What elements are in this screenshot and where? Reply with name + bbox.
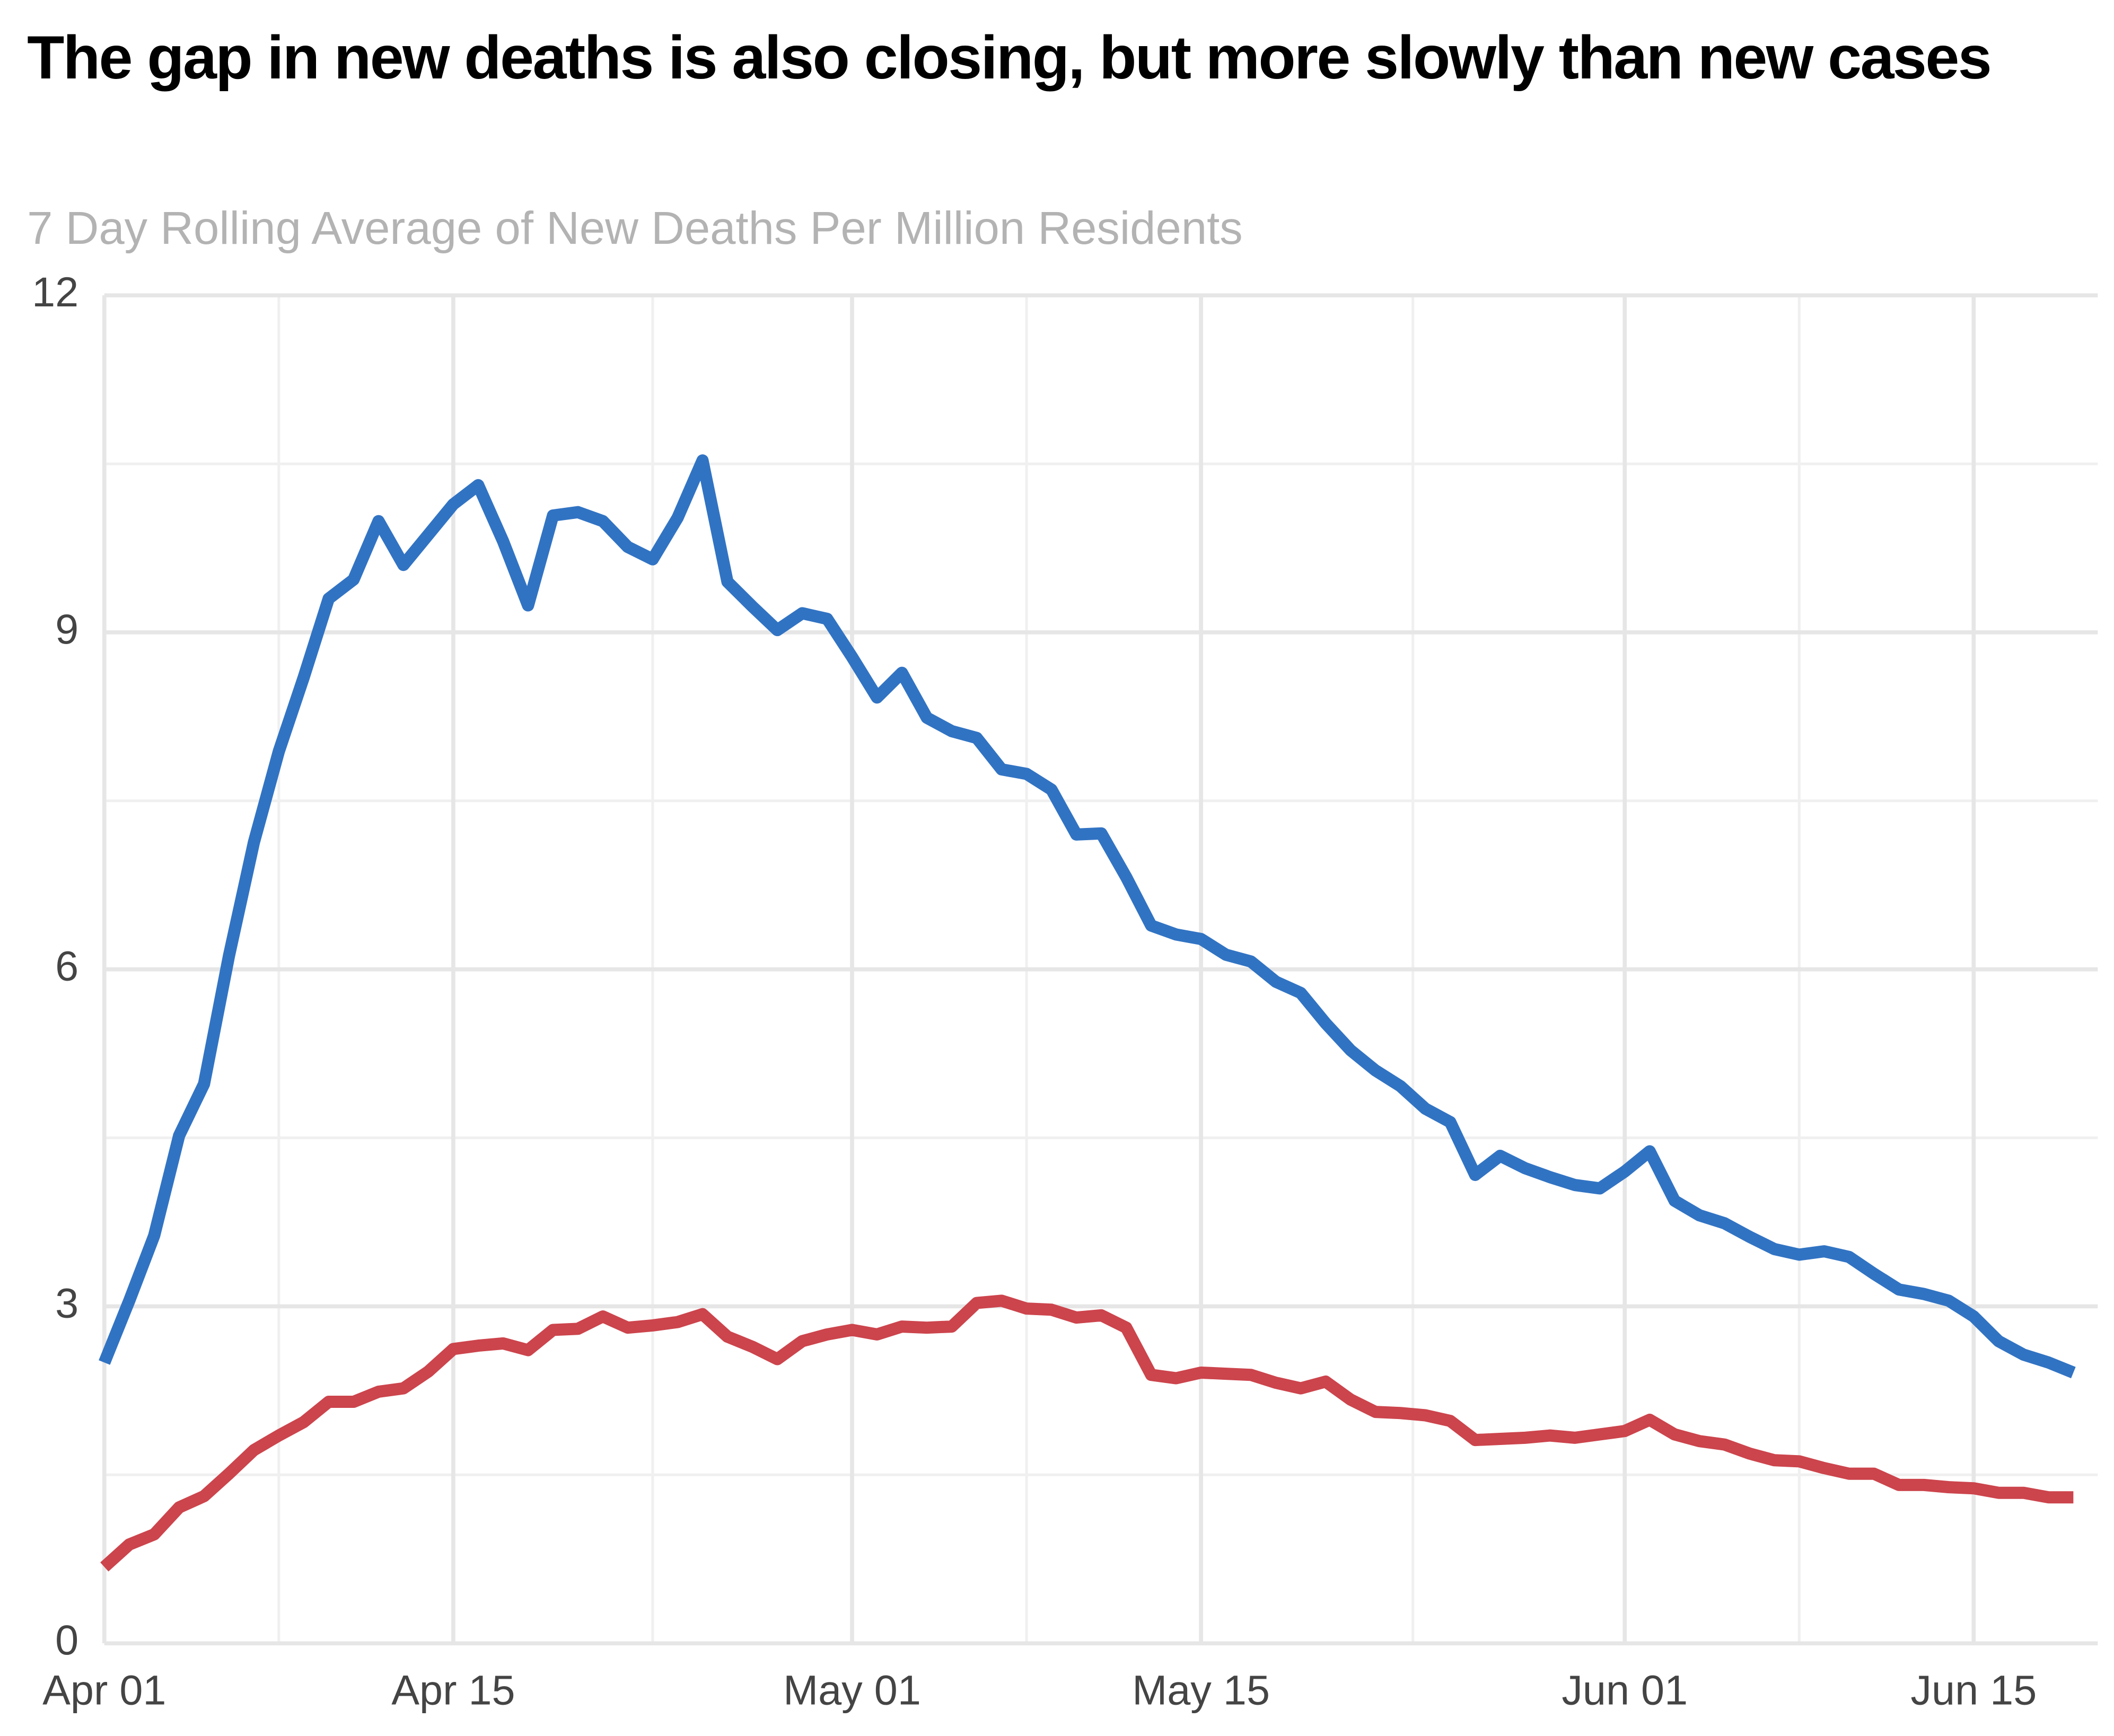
data-line [99,454,2076,1379]
x-tick-label: Jun 15 [1910,1667,2037,1714]
y-tick-label: 12 [32,268,78,315]
chart-title: The gap in new deaths is also closing, b… [27,23,1992,92]
chart-subtitle: 7 Day Rolling Average of New Deaths Per … [27,203,1243,255]
x-tick-label: Jun 01 [1562,1667,1688,1714]
y-tick-label: 6 [55,942,78,990]
x-tick-label: May 15 [1132,1667,1270,1714]
y-tick-label: 0 [55,1616,78,1663]
x-tick-label: Apr 01 [42,1667,166,1714]
y-tick-label: 9 [55,605,78,653]
data-line [100,1294,2074,1572]
x-tick-label: May 01 [783,1667,921,1714]
x-tick-label: Apr 15 [391,1667,515,1714]
y-tick-label: 3 [55,1279,78,1326]
